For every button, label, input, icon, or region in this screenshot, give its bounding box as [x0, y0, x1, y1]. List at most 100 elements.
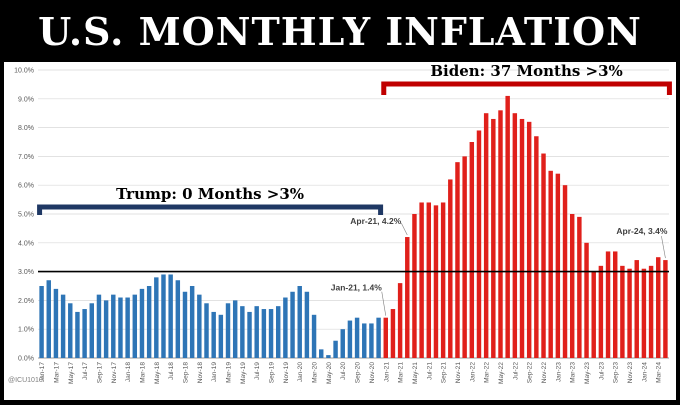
- y-tick-label: 6.0%: [18, 183, 34, 190]
- bar-biden: [555, 173, 561, 358]
- x-tick-label: Mar-18: [139, 362, 146, 383]
- x-tick-label: Sep-21: [441, 362, 448, 384]
- bar-trump: [376, 317, 381, 358]
- bar-biden: [569, 214, 575, 358]
- bar-trump: [82, 309, 87, 358]
- bar-trump: [340, 329, 345, 358]
- bar-trump: [39, 286, 44, 358]
- x-tick-label: Sep-17: [96, 362, 103, 384]
- x-tick-label: Jul-23: [598, 362, 605, 380]
- bar-trump: [161, 274, 166, 358]
- x-tick-label: Mar-21: [398, 362, 405, 383]
- x-tick-label: Jul-18: [168, 362, 175, 380]
- bar-trump: [225, 303, 231, 358]
- bar-trump: [175, 280, 181, 358]
- bar-trump: [204, 303, 209, 358]
- bar-trump: [168, 274, 173, 358]
- x-tick-label: Sep-18: [182, 362, 189, 384]
- bar-biden: [577, 216, 582, 358]
- bar-trump: [354, 317, 360, 358]
- bar-trump: [247, 311, 252, 358]
- x-tick-label: Mar-19: [226, 362, 233, 383]
- label-jan-21: Jan-21, 1.4%: [331, 283, 382, 293]
- bar-trump: [240, 306, 245, 358]
- bar-biden: [605, 251, 611, 358]
- biden-bracket: [381, 81, 672, 95]
- x-tick-label: Jan-19: [211, 362, 218, 382]
- y-tick-label: 5.0%: [18, 212, 34, 219]
- bar-trump: [118, 297, 123, 358]
- bar-biden: [476, 130, 482, 358]
- bar-trump: [189, 286, 195, 358]
- bar-trump: [290, 291, 295, 358]
- bar-trump: [182, 291, 188, 358]
- trump-annotation: Trump: 0 Months >3%: [116, 185, 304, 203]
- bar-biden: [483, 113, 489, 358]
- x-tick-label: Mar-23: [570, 362, 577, 383]
- bar-biden: [440, 202, 446, 358]
- bar-biden: [598, 265, 604, 358]
- bar-trump: [125, 297, 130, 358]
- x-tick-label: Jul-17: [82, 362, 89, 380]
- bar-biden: [390, 309, 396, 358]
- x-tick-label: Jul-21: [426, 362, 433, 380]
- y-tick-label: 10.0%: [14, 68, 34, 75]
- x-tick-label: May-17: [68, 362, 75, 384]
- bar-biden: [433, 205, 439, 358]
- bar-trump: [60, 294, 66, 358]
- bar-biden: [405, 237, 410, 358]
- bar-trump: [362, 323, 367, 358]
- x-axis-ticks: Jan-17 Mar-17 May-17 Jul-17 Sep-17 Nov-17 Jan-…: [39, 362, 663, 384]
- plot-area: 0.0% 1.0% 2.0% 3.0% 4.0% 5.0% 6.0% 7.0% 8.0% 9.0%…: [4, 62, 676, 400]
- leader-apr-24: [661, 236, 666, 259]
- leader-apr-21: [401, 222, 408, 236]
- bar-trump: [369, 323, 374, 358]
- bar-biden: [541, 153, 546, 358]
- x-tick-label: Jul-19: [254, 362, 261, 380]
- bar-trump: [103, 300, 109, 358]
- bar-biden: [491, 118, 496, 359]
- y-tick-label: 8.0%: [18, 125, 34, 132]
- chart-title: U.S. MONTHLY INFLATION: [38, 8, 642, 54]
- inflation-bar-chart: 0.0% 1.0% 2.0% 3.0% 4.0% 5.0% 6.0% 7.0% 8.0% 9.0%…: [8, 62, 672, 384]
- x-tick-label: Jan-22: [469, 362, 476, 382]
- x-tick-label: Nov-19: [283, 362, 290, 384]
- y-tick-label: 1.0%: [18, 327, 34, 334]
- bar-biden: [612, 251, 618, 358]
- bar-biden: [648, 265, 654, 358]
- x-tick-label: Nov-23: [627, 362, 634, 384]
- x-tick-label: Nov-18: [197, 362, 204, 384]
- bar-trump: [275, 306, 281, 358]
- label-apr-24: Apr-24, 3.4%: [616, 226, 667, 236]
- bar-biden: [534, 136, 539, 358]
- y-tick-label: 7.0%: [18, 154, 34, 161]
- bar-trump: [53, 288, 59, 358]
- bar-biden: [426, 202, 432, 358]
- bar-trump: [297, 286, 302, 358]
- bar-biden: [505, 95, 510, 359]
- bar-biden: [526, 121, 532, 358]
- bar-biden: [498, 110, 503, 358]
- x-tick-label: May-20: [326, 362, 333, 384]
- biden-annotation: Biden: 37 Months >3%: [430, 62, 622, 80]
- bar-trump: [347, 320, 353, 358]
- bar-trump: [68, 303, 73, 358]
- y-tick-label: 0.0%: [18, 356, 34, 363]
- leader-jan-21: [381, 291, 387, 316]
- bar-trump: [89, 303, 95, 358]
- bar-biden: [412, 214, 417, 358]
- bar-biden: [627, 268, 632, 358]
- x-tick-label: Jan-17: [39, 362, 46, 382]
- bar-biden: [448, 179, 453, 358]
- bar-biden: [462, 156, 467, 358]
- bar-trump: [261, 309, 267, 358]
- x-tick-label: Sep-22: [527, 362, 534, 384]
- bar-trump: [304, 291, 310, 358]
- y-tick-label: 2.0%: [18, 298, 34, 305]
- bar-trump: [311, 314, 317, 358]
- label-apr-21: Apr-21, 4.2%: [350, 216, 401, 226]
- bar-trump: [46, 280, 51, 358]
- bar-biden: [634, 260, 639, 358]
- x-tick-label: Mar-20: [312, 362, 319, 383]
- bar-biden: [620, 265, 625, 358]
